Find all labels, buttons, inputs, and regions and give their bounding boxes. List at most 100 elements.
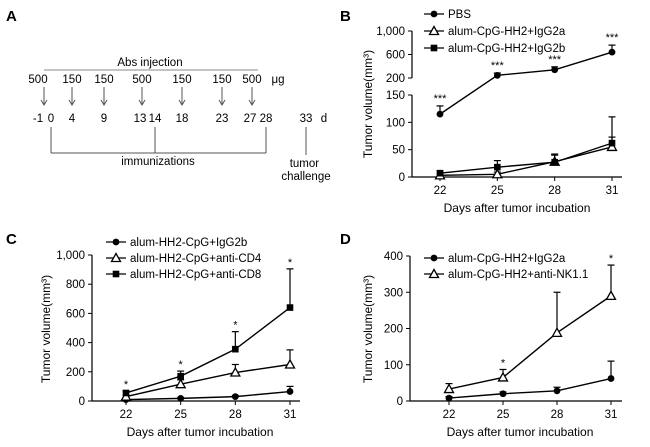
- data-point-triangle: [428, 25, 440, 36]
- injection-arrows: [40, 87, 256, 106]
- y-tick-label: 1,000: [56, 250, 85, 262]
- y-tick-label: 400: [66, 338, 85, 350]
- dose-label: 500: [242, 74, 261, 86]
- legend-label: alum-HH2-CpG+anti-CD8: [130, 269, 261, 281]
- y-tick-label: 0: [79, 396, 85, 408]
- data-point-circle: [112, 238, 120, 246]
- injection-timeline: Abs injection 500 150 150 500 150 150 50…: [28, 57, 330, 183]
- x-axis-title: Days after tumor incubation: [447, 425, 594, 439]
- x-axis-title: Days after tumor incubation: [444, 201, 591, 215]
- significance-marker: ***: [548, 54, 562, 66]
- day-label: 18: [176, 113, 189, 125]
- y-tick-label: 300: [384, 287, 403, 299]
- data-point-triangle: [606, 141, 618, 152]
- legend-label: alum-HH2-CpG+IgG2b: [130, 237, 247, 249]
- day-label: 13: [134, 113, 147, 125]
- data-point-circle: [551, 66, 559, 74]
- panel-label-a: A: [6, 8, 17, 25]
- day-label: -1: [33, 113, 43, 125]
- abs-injection-title: Abs injection: [117, 57, 182, 69]
- y-tick-label: 600: [66, 308, 85, 320]
- day-unit-label: d: [321, 113, 327, 125]
- data-point-triangle: [229, 366, 241, 377]
- y-tick-label: 600: [386, 50, 405, 62]
- chart-panel-b: 0 50 100 150 200 600 1,000 22 25 28 31 Days after t…: [361, 9, 622, 215]
- legend-label: alum-HH2-CpG+anti-CD4: [130, 253, 262, 265]
- data-point-square: [551, 158, 558, 166]
- x-tick-label: 28: [548, 185, 561, 197]
- series-line: [439, 146, 613, 177]
- y-tick-label: 400: [384, 251, 403, 263]
- data-point-square: [112, 270, 120, 278]
- x-tick-label: 28: [551, 409, 564, 421]
- y-tick-label: 150: [386, 90, 405, 102]
- day-label: 23: [216, 113, 229, 125]
- dose-label: 500: [28, 74, 47, 86]
- y-tick-label: 50: [392, 145, 405, 157]
- x-tick-label: 31: [605, 409, 618, 421]
- data-point-square: [122, 389, 130, 397]
- data-point-circle: [286, 388, 294, 395]
- data-point-circle: [445, 394, 453, 402]
- x-axis-title: Days after tumor incubation: [127, 425, 274, 439]
- significance-marker: *: [233, 320, 238, 332]
- data-point-circle: [493, 71, 501, 79]
- x-tick-label: 25: [491, 185, 504, 197]
- legend-label: alum-CpG-HH2+IgG2a: [448, 253, 566, 265]
- day-label: 9: [101, 113, 107, 125]
- dose-unit-label: μg: [271, 74, 284, 86]
- day-label: 14: [149, 113, 162, 125]
- chart-panel-d: 0 100 200 300 400 22 25 28 31 Days after tumor in…: [361, 251, 622, 439]
- data-point-triangle: [605, 290, 617, 301]
- y-tick-label: 100: [384, 360, 403, 372]
- y-tick-label: 200: [386, 73, 405, 85]
- panel-label-c: C: [6, 231, 17, 248]
- legend-label: alum-CpG-HH2+anti-NK1.1: [448, 269, 588, 281]
- series-line: [125, 307, 291, 394]
- data-point-triangle: [110, 252, 122, 263]
- y-axis-title: Tumor volume(mm³): [361, 50, 375, 158]
- y-axis-title: Tumor volume(mm³): [361, 275, 375, 383]
- significance-marker: *: [124, 379, 129, 391]
- day-label: 33: [300, 113, 313, 125]
- significance-marker: *: [609, 253, 614, 265]
- tumor-challenge-line-1: tumor: [290, 158, 320, 170]
- series-line: [439, 51, 613, 115]
- series-line: [439, 142, 613, 174]
- y-axis-title: Tumor volume(mm³): [39, 275, 53, 383]
- day-label: 27: [244, 113, 257, 125]
- data-point-triangle: [284, 358, 296, 369]
- x-tick-label: 25: [174, 409, 187, 421]
- day-label: 0: [48, 113, 54, 125]
- significance-marker: ***: [434, 93, 448, 105]
- y-tick-label: 100: [386, 117, 405, 129]
- dose-label: 500: [132, 74, 151, 86]
- y-tick-label: 800: [66, 279, 85, 291]
- significance-marker: *: [501, 357, 506, 369]
- data-point-circle: [231, 393, 239, 401]
- significance-marker: ***: [606, 32, 620, 44]
- legend-label: alum-CpG-HH2+IgG2a: [448, 26, 566, 38]
- significance-marker: *: [288, 257, 293, 269]
- legend-label: alum-CpG-HH2+IgG2b: [448, 43, 565, 55]
- significance-marker: ***: [491, 60, 505, 72]
- day-label: 4: [69, 113, 76, 125]
- series-line: [448, 295, 612, 390]
- x-tick-label: 28: [229, 409, 242, 421]
- y-tick-label: 0: [399, 172, 405, 184]
- chart-panel-c: 0 200 400 600 800 1,000 22 25 28 31 Days after tum…: [39, 237, 300, 439]
- immunization-bracket: [50, 127, 307, 155]
- data-point-triangle: [443, 383, 455, 394]
- y-tick-label: 200: [66, 367, 85, 379]
- day-label: 28: [260, 113, 273, 125]
- x-tick-label: 31: [606, 185, 619, 197]
- panel-label-d: D: [340, 231, 351, 248]
- data-point-circle: [430, 10, 438, 18]
- immunizations-label: immunizations: [121, 156, 195, 168]
- data-point-square: [494, 163, 501, 171]
- data-point-triangle: [175, 378, 187, 389]
- data-point-triangle: [491, 168, 503, 179]
- series-line: [125, 363, 291, 398]
- data-point-circle: [430, 254, 438, 262]
